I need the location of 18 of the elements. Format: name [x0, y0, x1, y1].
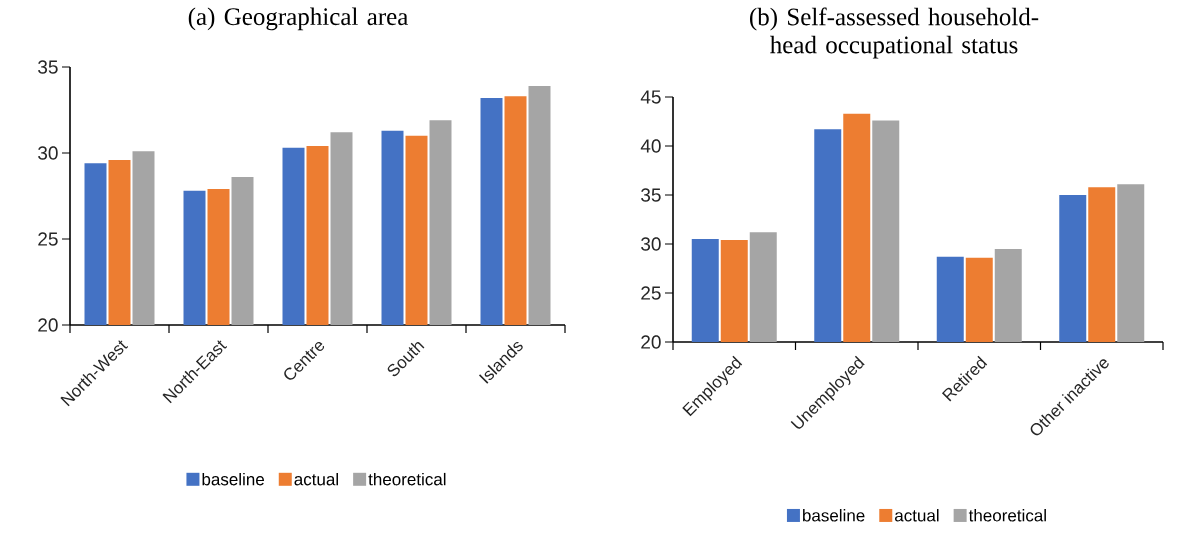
y-tick-label: 30 — [641, 237, 661, 251]
y-tick-label: 25 — [641, 286, 661, 300]
legend-label: theoretical — [368, 472, 446, 486]
y-tick-label: 30 — [38, 146, 58, 160]
legend-label: actual — [294, 472, 338, 486]
chart-title: (a) Geographical area — [188, 7, 409, 31]
legend-label: baseline — [202, 472, 264, 486]
y-tick-label: 20 — [38, 318, 58, 332]
y-tick-label: 45 — [640, 90, 661, 104]
y-tick-label: 35 — [641, 188, 661, 202]
legend-label: theoretical — [968, 509, 1046, 522]
y-tick-label: 40 — [640, 139, 661, 153]
chart-title: (b) Self-assessed household-head occupational status — [750, 7, 1039, 59]
legend-label: actual — [894, 509, 939, 522]
y-tick-label: 35 — [38, 60, 58, 74]
legend-label: baseline — [803, 509, 865, 522]
y-tick-label: 20 — [641, 335, 661, 349]
y-tick-label: 25 — [38, 232, 58, 246]
